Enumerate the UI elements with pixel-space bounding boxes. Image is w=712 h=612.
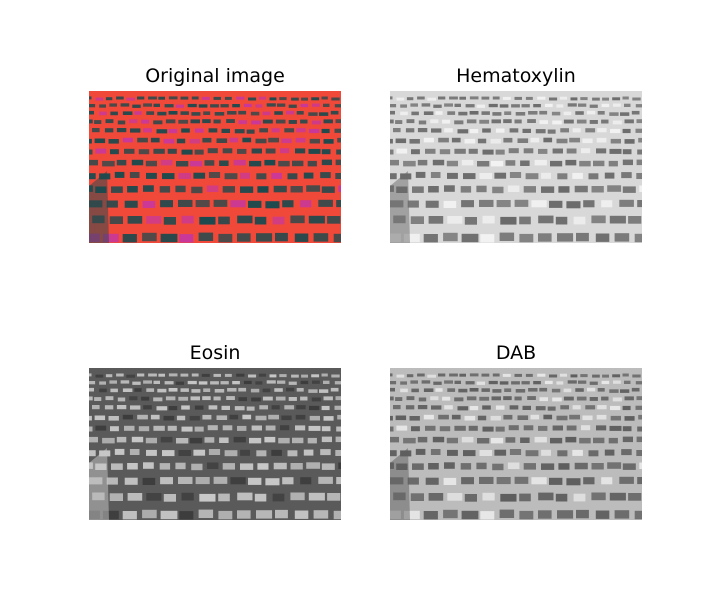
original-image [89, 91, 341, 243]
panel-title: Eosin [189, 342, 241, 364]
dab-image [390, 368, 642, 520]
panel-title: Hematoxylin [456, 65, 576, 87]
hematoxylin-image [390, 91, 642, 243]
eosin-image [89, 368, 341, 520]
panel-title: DAB [495, 342, 537, 364]
panel-title: Original image [145, 65, 285, 87]
